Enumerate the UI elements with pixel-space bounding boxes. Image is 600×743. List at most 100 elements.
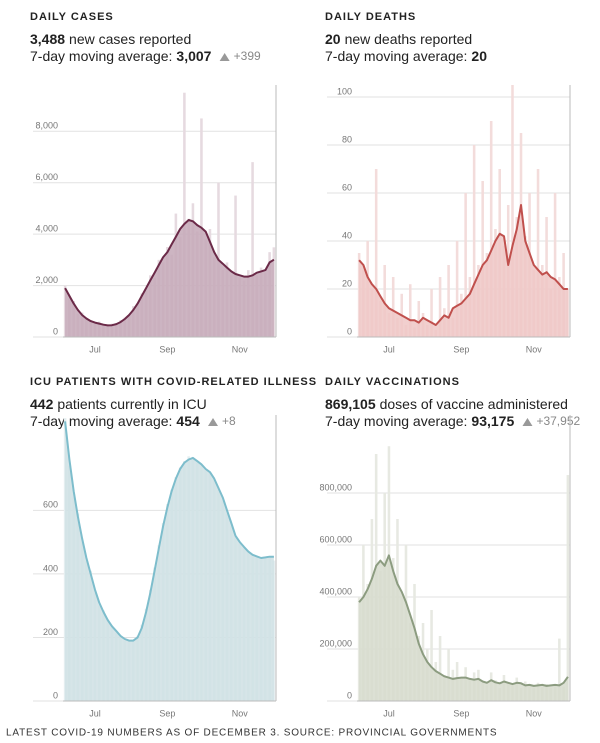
headline: 869,105 doses of vaccine administered (325, 396, 568, 412)
average-line (358, 554, 569, 687)
average-value: 93,175 (471, 413, 514, 429)
headline-value: 20 (325, 31, 341, 47)
daily-bar (374, 169, 378, 337)
panel-title: DAILY VACCINATIONS (325, 376, 460, 388)
y-tick-label: 0 (53, 690, 58, 700)
x-tick-label: Nov (232, 708, 249, 718)
daily-bar (472, 145, 476, 337)
y-tick-label: 0 (347, 326, 352, 336)
y-tick-label: 4,000 (35, 224, 58, 234)
headline-text: new cases reported (69, 31, 191, 47)
headline-value: 869,105 (325, 396, 376, 412)
headline-value: 3,488 (30, 31, 65, 47)
y-tick-label: 100 (337, 86, 352, 96)
x-tick-label: Jul (383, 344, 395, 354)
x-tick-label: Nov (526, 344, 543, 354)
y-tick-label: 0 (53, 326, 58, 336)
daily-bar (536, 169, 540, 337)
headline-text: new deaths reported (345, 31, 473, 47)
y-tick-label: 6,000 (35, 172, 58, 182)
daily-bar (455, 241, 459, 337)
x-tick-label: Sep (159, 344, 175, 354)
daily-bar (447, 265, 450, 337)
x-tick-label: Jul (89, 708, 101, 718)
average-value: 454 (176, 413, 200, 429)
average-change: +37,952 (536, 414, 580, 428)
x-tick-label: Sep (453, 708, 469, 718)
average-label: 7-day moving average: (325, 48, 467, 64)
change-arrow (207, 418, 218, 426)
y-tick-label: 40 (342, 230, 352, 240)
average-line (358, 204, 568, 326)
daily-bar (464, 193, 467, 337)
y-tick-label: 400 (43, 563, 58, 573)
daily-bar (553, 193, 557, 337)
panel-title: ICU PATIENTS WITH COVID-RELATED ILLNESS (30, 376, 317, 388)
daily-bar (183, 92, 186, 337)
average-value: 3,007 (176, 48, 211, 64)
daily-bar (234, 195, 237, 337)
y-tick-label: 600 (43, 500, 58, 510)
headline-text: doses of vaccine administered (380, 396, 568, 412)
average-label: 7-day moving average: (325, 413, 467, 429)
average-line (64, 421, 274, 642)
average-value: 20 (471, 48, 487, 64)
y-tick-label: 20 (342, 278, 352, 288)
x-tick-label: Nov (526, 708, 543, 718)
average-area (65, 421, 274, 701)
y-tick-label: 2,000 (35, 275, 58, 285)
panel-title: DAILY DEATHS (325, 11, 416, 23)
average-area (359, 555, 568, 701)
daily-bar (438, 636, 442, 701)
change-arrow (522, 418, 533, 426)
x-tick-label: Jul (89, 344, 101, 354)
source-note: LATEST COVID-19 NUMBERS AS OF DECEMBER 3… (6, 728, 497, 739)
daily-bar (438, 277, 442, 337)
average-line: 7-day moving average: 93,175 (325, 413, 514, 429)
x-tick-label: Jul (383, 708, 395, 718)
headline-text: patients currently in ICU (57, 396, 206, 412)
daily-bar (481, 181, 484, 337)
daily-bar (558, 638, 561, 701)
headline: 442 patients currently in ICU (30, 396, 207, 412)
y-tick-label: 0 (347, 690, 352, 700)
y-tick-label: 60 (342, 182, 352, 192)
daily-bar (489, 121, 493, 337)
headline: 3,488 new cases reported (30, 31, 191, 47)
daily-bar (251, 162, 254, 337)
daily-bar (430, 289, 433, 337)
average-area (359, 205, 568, 337)
daily-bar (417, 301, 421, 337)
average-line: 7-day moving average: 3,007 (30, 48, 212, 64)
y-tick-label: 400,000 (319, 586, 352, 596)
daily-bar (566, 475, 570, 701)
average-line (64, 219, 275, 327)
daily-bar (408, 284, 412, 337)
average-area (65, 220, 274, 337)
daily-bar (511, 85, 514, 337)
x-tick-label: Nov (232, 344, 249, 354)
change-arrow (219, 53, 230, 61)
average-line: 7-day moving average: 20 (325, 48, 487, 64)
average-label: 7-day moving average: (30, 413, 172, 429)
y-tick-label: 200 (43, 627, 58, 637)
y-tick-label: 800,000 (319, 482, 352, 492)
headline: 20 new deaths reported (325, 31, 472, 47)
daily-bar (447, 649, 450, 701)
x-tick-label: Sep (159, 708, 175, 718)
y-tick-label: 200,000 (319, 638, 352, 648)
average-change: +8 (222, 414, 236, 428)
average-line: 7-day moving average: 454 (30, 413, 200, 429)
daily-bar (391, 277, 395, 337)
panel-title: DAILY CASES (30, 11, 114, 23)
y-tick-label: 80 (342, 134, 352, 144)
daily-bar (430, 610, 433, 701)
average-change: +399 (234, 49, 261, 63)
headline-value: 442 (30, 396, 54, 412)
daily-bar (383, 265, 386, 337)
average-label: 7-day moving average: (30, 48, 172, 64)
y-tick-label: 8,000 (35, 121, 58, 131)
y-tick-label: 600,000 (319, 534, 352, 544)
x-tick-label: Sep (453, 344, 469, 354)
